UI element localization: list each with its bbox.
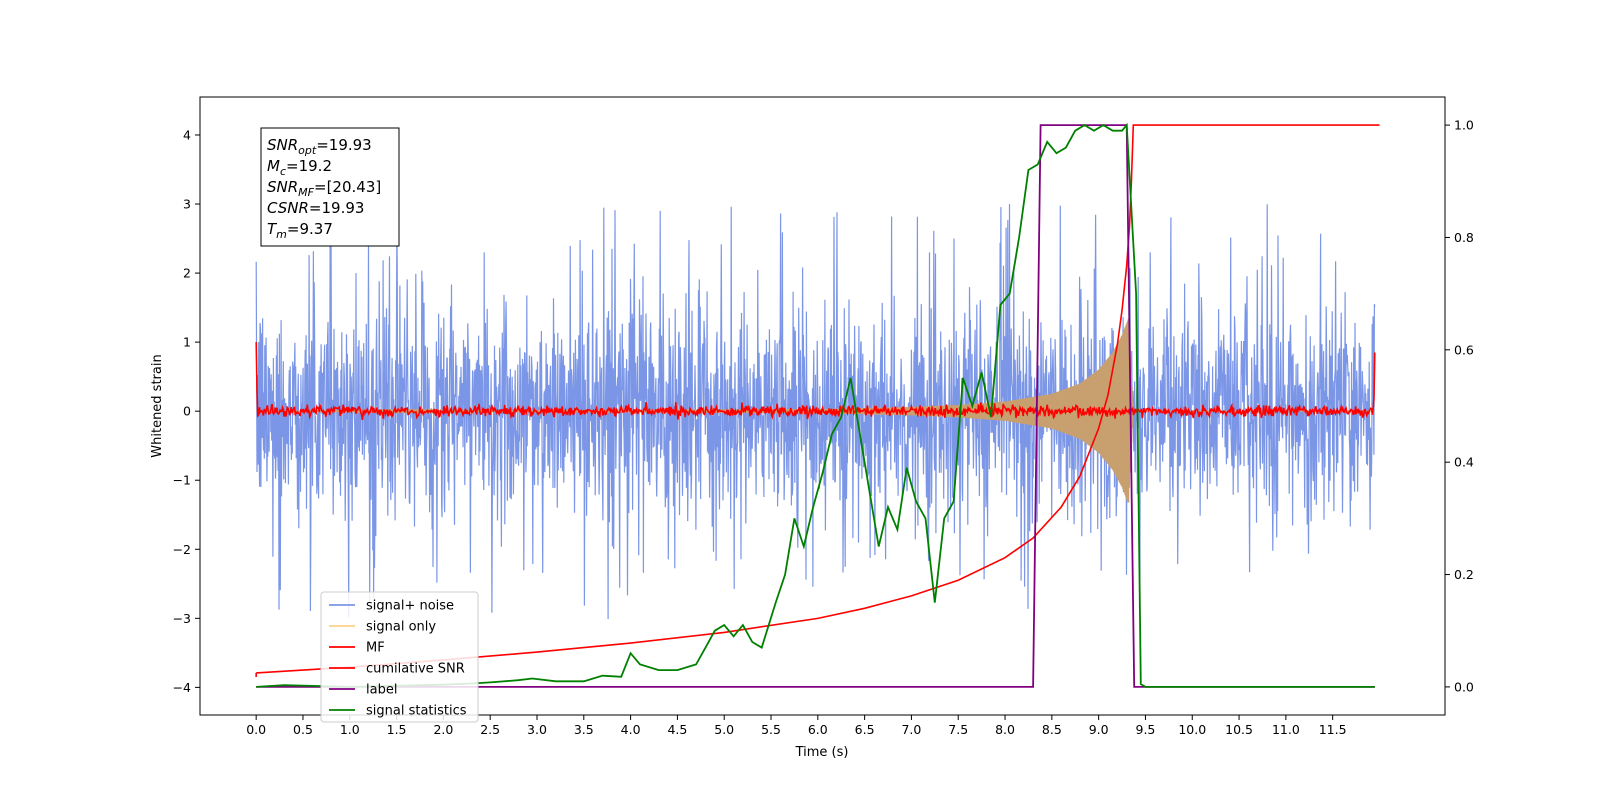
x-tick-label: 11.0 [1272,722,1300,737]
y-tick-label-right: 0.0 [1454,679,1474,694]
y-tick-label-right: 0.6 [1454,342,1474,357]
x-tick-label: 11.5 [1319,722,1347,737]
x-tick-label: 6.0 [808,722,828,737]
legend-label: signal statistics [366,704,467,719]
legend-label: signal+ noise [366,599,454,614]
x-tick-label: 7.5 [948,722,968,737]
y-tick-label-left: 4 [183,127,191,142]
y-tick-label-right: 0.2 [1454,567,1474,582]
x-tick-label: 9.5 [1136,722,1156,737]
y-tick-label-left: 2 [183,266,191,281]
x-tick-label: 5.0 [714,722,734,737]
y-tick-label-left: −4 [173,680,191,695]
info-line: Mc=19.2 [267,157,332,178]
x-tick-label: 10.0 [1178,722,1206,737]
info-annotation: SNRopt=19.93Mc=19.2SNRMF=[20.43]CSNR=19.… [260,127,400,247]
x-tick-label: 0.0 [246,722,266,737]
x-tick-label: 10.5 [1225,722,1253,737]
y-axis-right: 0.0 0.2 0.4 0.6 0.8 1.0 [1445,118,1474,694]
legend-frame [320,591,479,723]
x-tick-label: 9.0 [1089,722,1109,737]
y-tick-label-right: 0.4 [1454,455,1474,470]
legend-label: cumilative SNR [366,662,465,677]
y-tick-label-left: 3 [183,197,191,212]
x-tick-label: 1.5 [387,722,407,737]
legend-label: label [366,683,397,698]
x-tick-label: 4.5 [667,722,687,737]
y-tick-label-left: −1 [173,473,191,488]
info-line: CSNR=19.93 [267,199,364,217]
series-signal-statistics [256,122,1375,688]
y-tick-label-left: 0 [183,404,191,419]
x-tick-label: 3.0 [527,722,547,737]
y-tick-label-left: −2 [173,542,191,557]
x-tick-label: 2.0 [433,722,453,737]
legend: signal+ noise signal only MF cumilative SNR… [320,591,479,723]
x-tick-label: 4.0 [621,722,641,737]
y-tick-label-right: 0.8 [1454,230,1474,245]
y-tick-label-left: −3 [173,611,191,626]
x-axis: 0.0 0.5 1.0 1.5 2.0 2.5 3.0 3.5 4.0 4.5 5.0 5.5 6.0 6… [246,715,1347,737]
y-tick-label-right: 1.0 [1454,118,1474,133]
legend-label: MF [366,641,385,656]
series-mf [255,342,1376,421]
y-axis-left: −4 −3 −2 −1 0 1 2 3 4 [173,127,200,695]
info-box-frame [260,127,400,247]
y-tick-label-left: 1 [183,335,191,350]
x-tick-label: 5.5 [761,722,781,737]
x-tick-label: 0.5 [293,722,313,737]
x-tick-label: 3.5 [574,722,594,737]
x-tick-label: 8.5 [1042,722,1062,737]
x-tick-label: 7.0 [901,722,921,737]
x-tick-label: 1.0 [340,722,360,737]
x-tick-label: 2.5 [480,722,500,737]
x-tick-label: 8.0 [995,722,1015,737]
info-line: SNRMF=[20.43] [267,178,381,199]
legend-label: signal only [366,620,436,635]
series-signal-noise [255,203,1376,620]
x-axis-label: Time (s) [795,745,849,760]
plot-frame [199,96,1446,716]
series-layer [255,122,1380,688]
x-tick-label: 6.5 [855,722,875,737]
info-line: Tm=9.37 [267,220,333,241]
y-axis-label-left: Whitened strain [150,354,165,457]
info-line: SNRopt=19.93 [267,136,372,157]
